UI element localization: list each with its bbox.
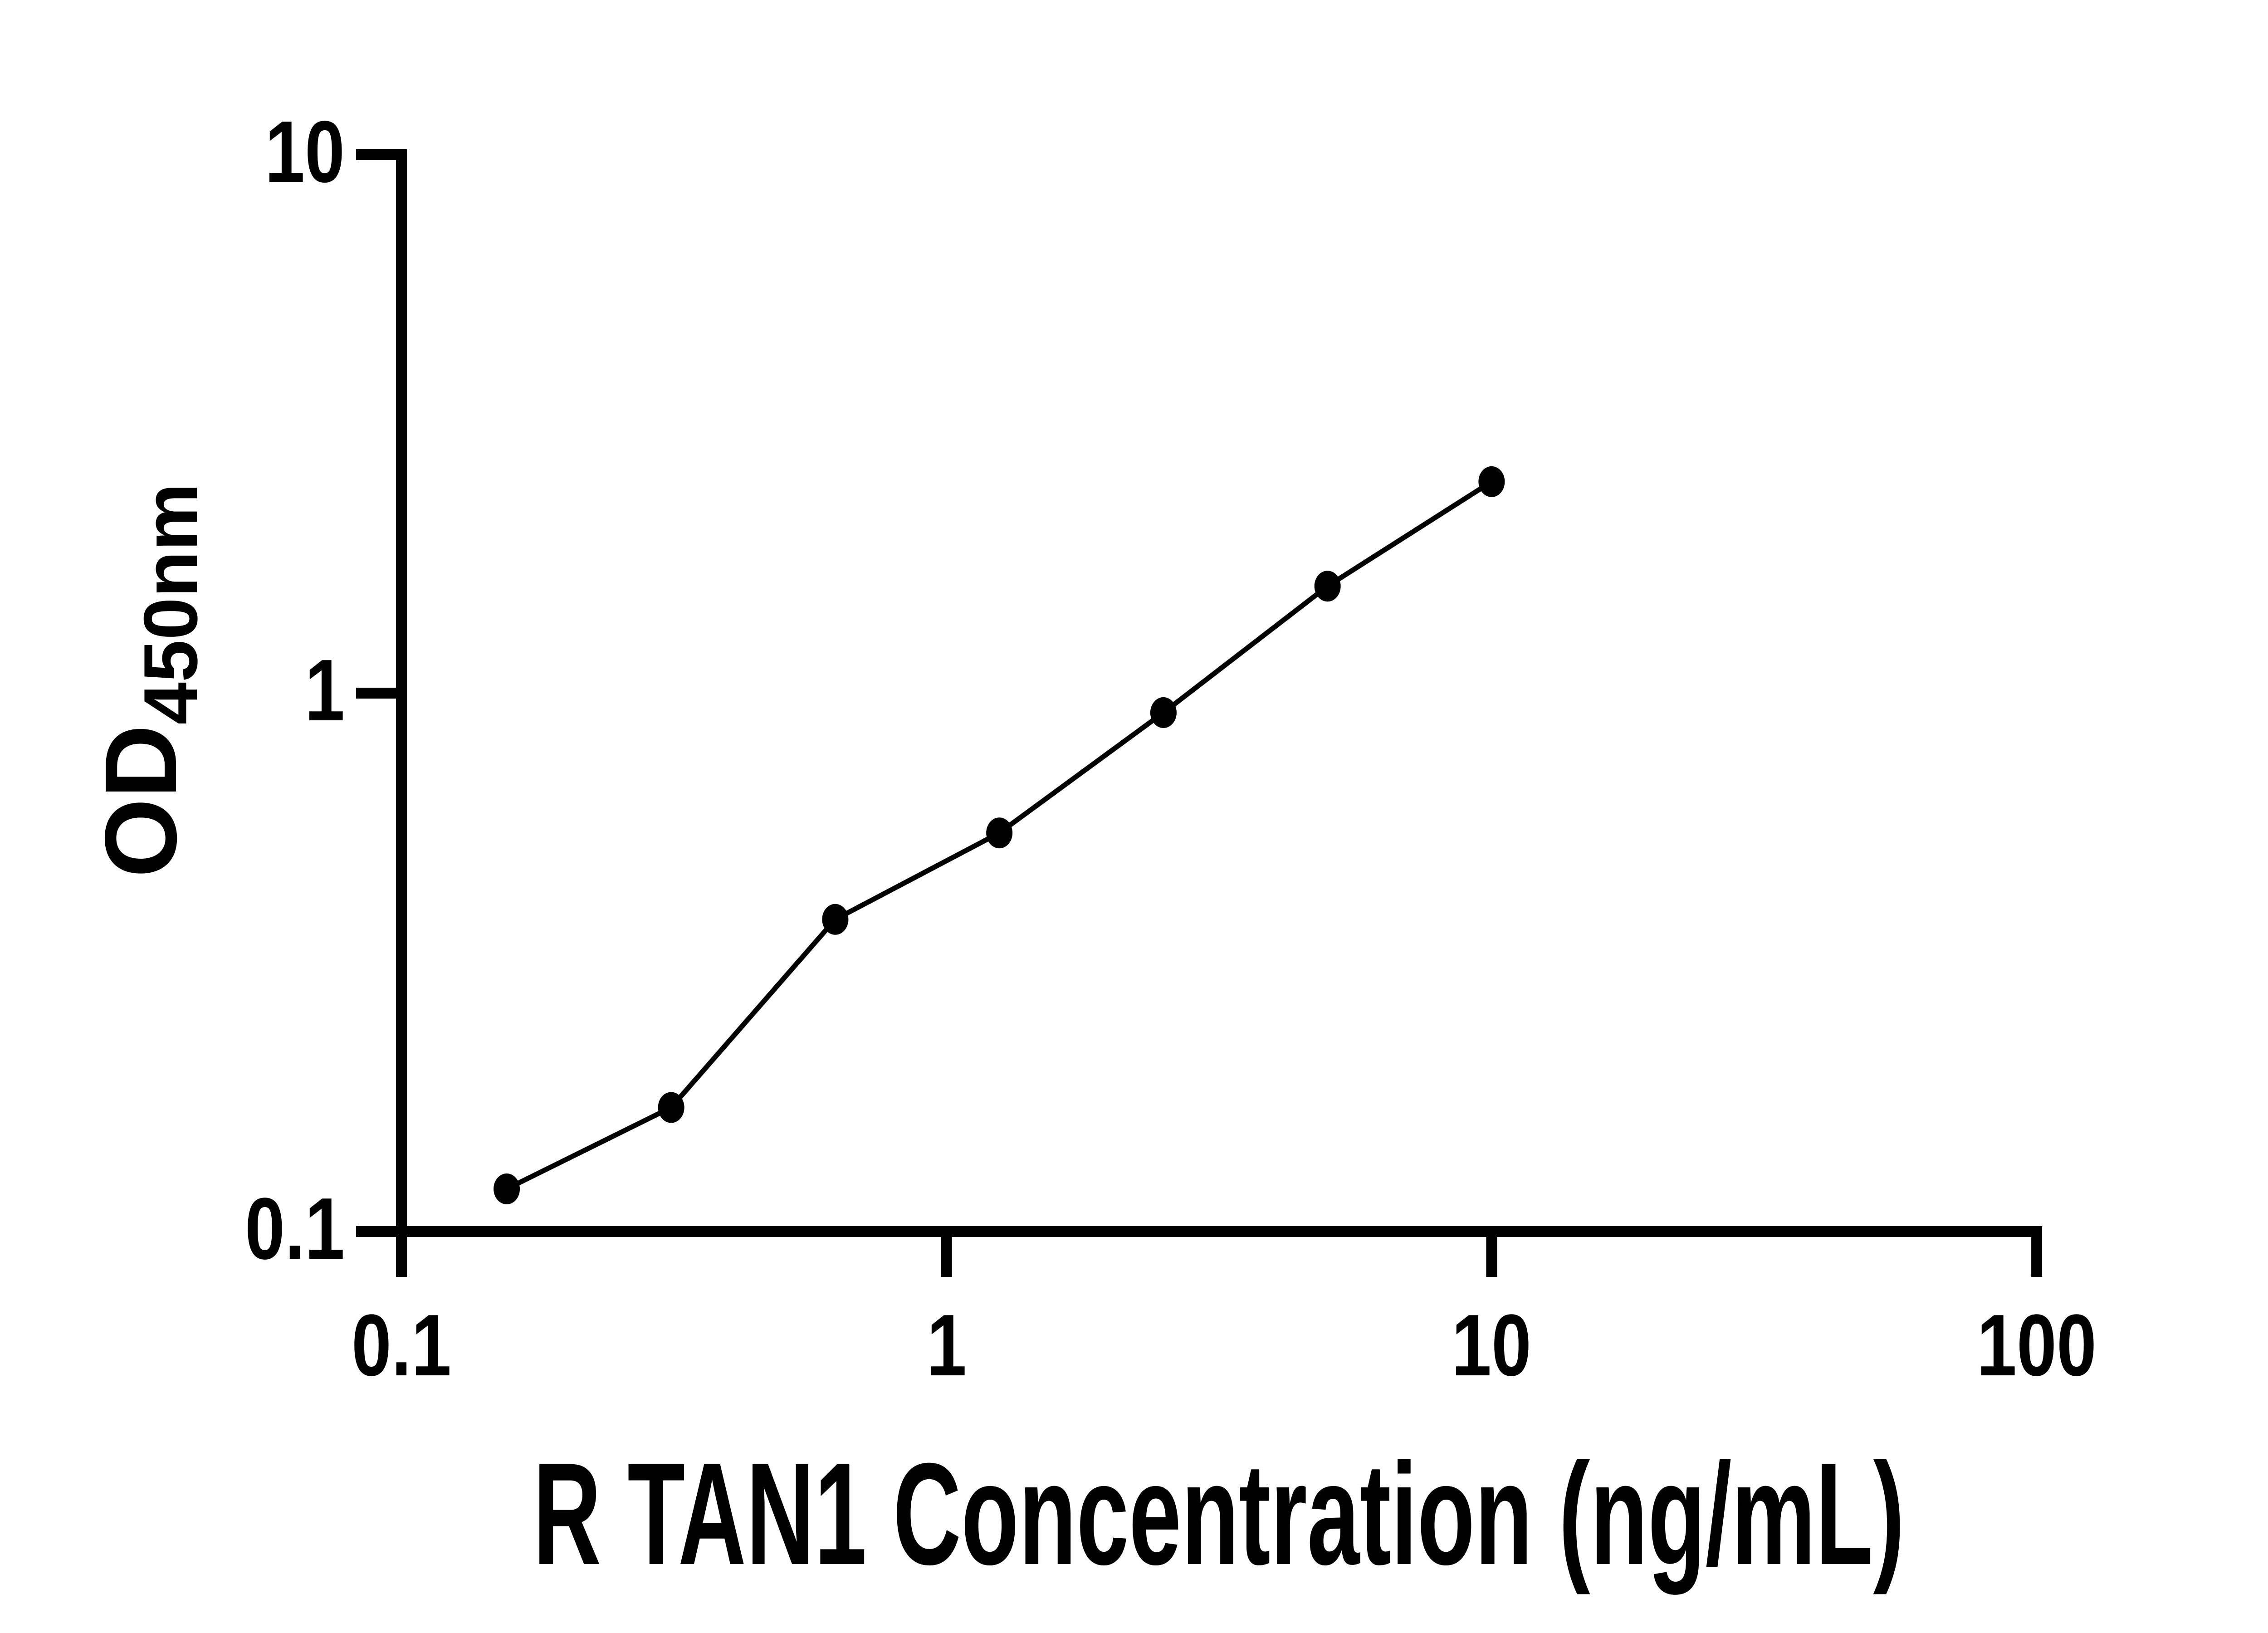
data-point-marker: [986, 817, 1013, 849]
data-point-marker: [1150, 697, 1177, 728]
x-axis-line: [396, 1226, 2043, 1237]
data-point-marker: [1478, 466, 1505, 497]
y-tick-label: 0.1: [244, 1179, 345, 1277]
data-point-marker: [494, 1173, 520, 1205]
x-tick-label: 100: [1977, 1296, 2097, 1394]
x-tick: [396, 1237, 407, 1277]
data-point-marker: [1314, 571, 1341, 602]
x-tick-label: 0.1: [351, 1296, 451, 1394]
x-tick-label: 10: [1452, 1296, 1532, 1394]
y-tick-label: 10: [264, 103, 345, 200]
data-point-marker: [822, 904, 849, 935]
x-axis-title: R TAN1 Concentration (ng/mL): [533, 1433, 1905, 1595]
y-tick: [356, 1226, 396, 1237]
x-tick-label: 1: [926, 1296, 967, 1394]
x-tick: [2031, 1237, 2043, 1277]
x-tick: [1486, 1237, 1497, 1277]
y-tick: [356, 149, 396, 160]
y-axis-title-main: OD: [83, 724, 198, 878]
y-tick-label: 1: [304, 641, 345, 739]
data-point-marker: [658, 1092, 684, 1123]
x-tick: [941, 1237, 952, 1277]
y-axis-line: [396, 149, 407, 1237]
y-tick: [356, 688, 396, 699]
